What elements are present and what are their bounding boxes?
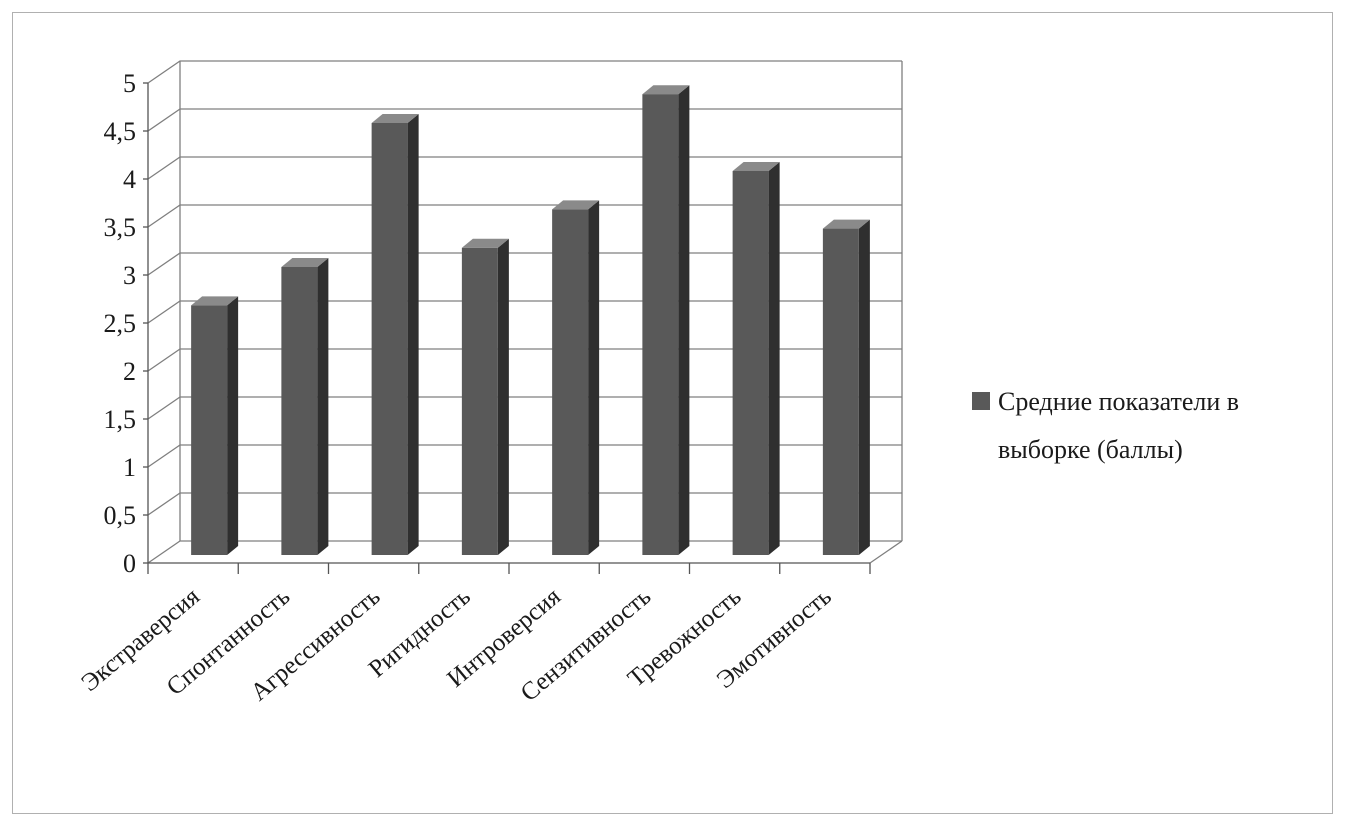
gridline xyxy=(147,156,902,180)
gridline xyxy=(147,348,902,372)
legend: Средние показатели в выборке (баллы) xyxy=(972,387,1239,464)
gridline xyxy=(147,252,902,276)
gridline xyxy=(147,444,902,468)
bar xyxy=(281,258,329,555)
bar xyxy=(461,238,509,556)
bar xyxy=(642,85,690,555)
bar xyxy=(822,219,870,555)
bar xyxy=(191,296,239,555)
y-tick-label: 3 xyxy=(123,261,136,290)
gridlines xyxy=(147,60,903,564)
legend-swatch xyxy=(972,392,990,410)
gridline xyxy=(147,300,902,324)
gridline xyxy=(147,204,902,228)
bar xyxy=(371,114,419,555)
y-tick-label: 4 xyxy=(123,165,136,194)
y-tick-label: 0 xyxy=(123,549,136,578)
bar xyxy=(732,162,780,555)
labels: 00,511,522,533,544,55ЭкстраверсияСпонтан… xyxy=(76,69,836,707)
y-tick-label: 0,5 xyxy=(104,501,137,530)
axes xyxy=(143,82,871,574)
y-tick-label: 5 xyxy=(123,69,136,98)
gridline xyxy=(147,108,902,132)
gridline xyxy=(147,540,902,564)
bar xyxy=(552,200,600,555)
bars xyxy=(191,85,870,556)
y-tick-label: 3,5 xyxy=(104,213,137,242)
legend-label-line-1: Средние показатели в xyxy=(998,387,1239,416)
gridline xyxy=(147,396,902,420)
gridline xyxy=(147,60,902,84)
y-tick-label: 2,5 xyxy=(104,309,137,338)
legend-label-line-2: выборке (баллы) xyxy=(998,435,1183,464)
y-tick-label: 2 xyxy=(123,357,136,386)
floor-edge xyxy=(869,540,903,564)
y-tick-label: 1,5 xyxy=(104,405,137,434)
gridline xyxy=(147,492,902,516)
y-tick-label: 4,5 xyxy=(104,117,137,146)
y-tick-label: 1 xyxy=(123,453,136,482)
